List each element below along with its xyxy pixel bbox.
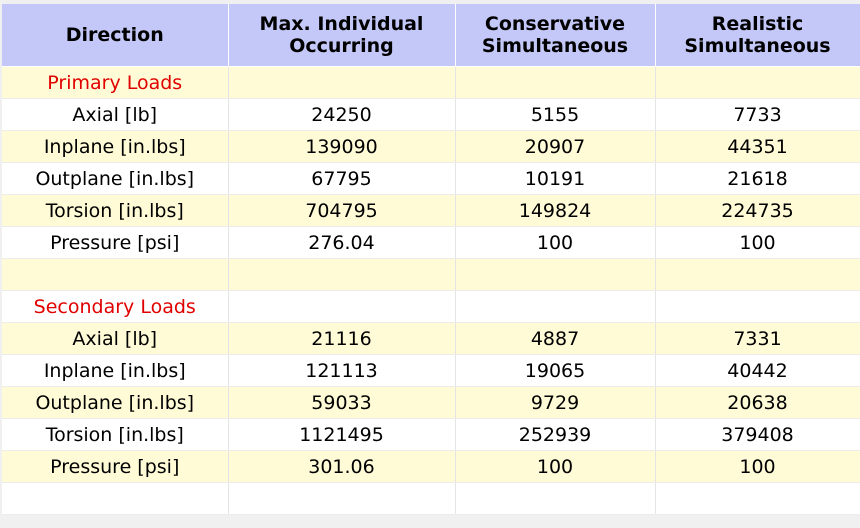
cell-max[interactable]: 139090 (228, 130, 456, 163)
cell-direction[interactable]: Inplane [in.lbs] (2, 130, 229, 163)
column-header-realistic[interactable]: Realistic Simultaneous (655, 4, 860, 67)
table-row[interactable]: Inplane [in.lbs] 121113 19065 40442 (2, 354, 860, 387)
loads-table: Direction Max. Individual Occurring Cons… (2, 4, 860, 515)
cell-realistic[interactable]: 7733 (655, 98, 860, 131)
table-row[interactable]: Torsion [in.lbs] 704795 149824 224735 (2, 194, 860, 227)
cell-conservative[interactable]: 10191 (455, 162, 656, 195)
table-row[interactable]: Secondary Loads (2, 290, 860, 323)
table-row[interactable]: Pressure [psi] 301.06 100 100 (2, 450, 860, 483)
cell-direction[interactable]: Outplane [in.lbs] (2, 162, 229, 195)
cell-realistic[interactable]: 100 (655, 226, 860, 259)
cell-realistic[interactable]: 44351 (655, 130, 860, 163)
cell-direction[interactable]: Pressure [psi] (2, 450, 229, 483)
table-row[interactable]: Pressure [psi] 276.04 100 100 (2, 226, 860, 259)
table-row[interactable]: Outplane [in.lbs] 67795 10191 21618 (2, 162, 860, 195)
column-header-max-individual[interactable]: Max. Individual Occurring (228, 4, 456, 67)
cell-max[interactable] (228, 290, 456, 323)
table-body: Primary Loads Axial [lb] 24250 5155 7733… (2, 66, 860, 515)
cell-conservative[interactable]: 19065 (455, 354, 656, 387)
cell-conservative[interactable]: 9729 (455, 386, 656, 419)
cell-conservative[interactable]: 4887 (455, 322, 656, 355)
cell-max[interactable]: 704795 (228, 194, 456, 227)
cell-realistic[interactable]: 20638 (655, 386, 860, 419)
table-row[interactable] (2, 482, 860, 515)
cell-realistic[interactable]: 21618 (655, 162, 860, 195)
section-label-secondary[interactable]: Secondary Loads (2, 290, 229, 323)
cell-conservative[interactable]: 252939 (455, 418, 656, 451)
section-label-primary[interactable]: Primary Loads (2, 66, 229, 99)
cell-realistic[interactable] (655, 66, 860, 99)
table-row[interactable]: Inplane [in.lbs] 139090 20907 44351 (2, 130, 860, 163)
cell-max[interactable]: 1121495 (228, 418, 456, 451)
table-row[interactable]: Axial [lb] 24250 5155 7733 (2, 98, 860, 131)
cell-direction[interactable]: Axial [lb] (2, 98, 229, 131)
cell-max[interactable]: 121113 (228, 354, 456, 387)
cell-direction[interactable] (2, 482, 229, 515)
cell-max[interactable]: 21116 (228, 322, 456, 355)
cell-realistic[interactable]: 40442 (655, 354, 860, 387)
cell-conservative[interactable]: 149824 (455, 194, 656, 227)
header-row: Direction Max. Individual Occurring Cons… (2, 4, 860, 67)
cell-realistic[interactable]: 224735 (655, 194, 860, 227)
cell-max[interactable]: 276.04 (228, 226, 456, 259)
cell-conservative[interactable] (455, 258, 656, 291)
column-header-conservative[interactable]: Conservative Simultaneous (455, 4, 656, 67)
cell-direction[interactable]: Torsion [in.lbs] (2, 418, 229, 451)
cell-conservative[interactable] (455, 290, 656, 323)
table-row[interactable] (2, 258, 860, 291)
cell-max[interactable] (228, 258, 456, 291)
cell-direction[interactable]: Pressure [psi] (2, 226, 229, 259)
cell-max[interactable]: 67795 (228, 162, 456, 195)
cell-direction[interactable]: Torsion [in.lbs] (2, 194, 229, 227)
cell-realistic[interactable]: 379408 (655, 418, 860, 451)
cell-direction[interactable]: Outplane [in.lbs] (2, 386, 229, 419)
table-row[interactable]: Torsion [in.lbs] 1121495 252939 379408 (2, 418, 860, 451)
cell-direction[interactable] (2, 258, 229, 291)
table-row[interactable]: Outplane [in.lbs] 59033 9729 20638 (2, 386, 860, 419)
cell-direction[interactable]: Inplane [in.lbs] (2, 354, 229, 387)
cell-conservative[interactable] (455, 482, 656, 515)
cell-realistic[interactable] (655, 258, 860, 291)
cell-max[interactable] (228, 482, 456, 515)
cell-conservative[interactable] (455, 66, 656, 99)
cell-realistic[interactable] (655, 482, 860, 515)
cell-conservative[interactable]: 20907 (455, 130, 656, 163)
cell-max[interactable]: 24250 (228, 98, 456, 131)
table-row[interactable]: Primary Loads (2, 66, 860, 99)
cell-max[interactable] (228, 66, 456, 99)
table-row[interactable]: Axial [lb] 21116 4887 7331 (2, 322, 860, 355)
cell-conservative[interactable]: 5155 (455, 98, 656, 131)
cell-direction[interactable]: Axial [lb] (2, 322, 229, 355)
column-header-direction[interactable]: Direction (2, 4, 229, 67)
cell-realistic[interactable] (655, 290, 860, 323)
cell-realistic[interactable]: 7331 (655, 322, 860, 355)
cell-realistic[interactable]: 100 (655, 450, 860, 483)
cell-max[interactable]: 59033 (228, 386, 456, 419)
cell-max[interactable]: 301.06 (228, 450, 456, 483)
cell-conservative[interactable]: 100 (455, 450, 656, 483)
cell-conservative[interactable]: 100 (455, 226, 656, 259)
